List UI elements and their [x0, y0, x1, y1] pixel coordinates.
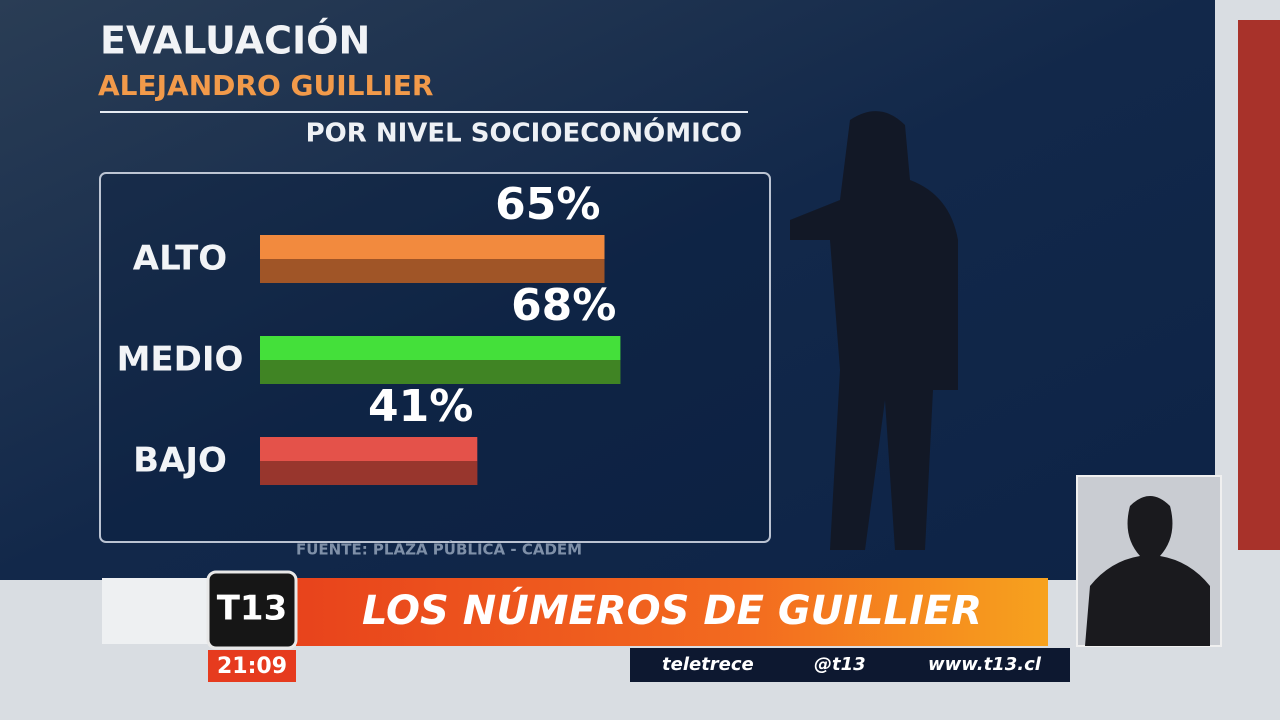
value-label: 65% — [495, 179, 600, 230]
category-title: POR NIVEL SOCIOECONÓMICO — [306, 117, 742, 149]
bar — [260, 437, 478, 485]
social-twitter: @t13 — [814, 654, 866, 675]
value-label: 41% — [368, 381, 473, 432]
headline: LOS NÚMEROS DE GUILLIER — [362, 586, 982, 634]
category-label: ALTO — [133, 239, 227, 279]
bar — [260, 336, 621, 384]
bar — [260, 235, 605, 283]
category-label: BAJO — [133, 441, 227, 481]
logo-box — [206, 570, 298, 650]
bar-shade — [260, 461, 478, 485]
logo: T13 — [217, 589, 288, 629]
social-band — [630, 648, 1070, 682]
studio-wall — [1238, 20, 1280, 550]
chart-title: EVALUACIÓN — [100, 19, 370, 63]
category-label: MEDIO — [117, 340, 244, 380]
bar-shade — [260, 360, 621, 384]
social-facebook: teletrece — [662, 654, 754, 675]
bar-group: ALTO 65% MEDIO 68% BAJO 41% — [117, 179, 621, 485]
chart-source: FUENTE: PLAZA PÚBLICA - CADEM — [296, 540, 582, 559]
value-label: 68% — [511, 280, 616, 331]
chart-subtitle: ALEJANDRO GUILLIER — [98, 69, 433, 102]
headline-band — [296, 578, 1048, 646]
bar-shade — [260, 259, 605, 283]
social-web: www.t13.cl — [928, 654, 1042, 675]
interpreter — [1085, 496, 1210, 646]
presenter — [790, 111, 958, 550]
clock-box — [208, 650, 296, 682]
video-wall — [0, 0, 1215, 580]
clock: 21:09 — [217, 654, 287, 679]
